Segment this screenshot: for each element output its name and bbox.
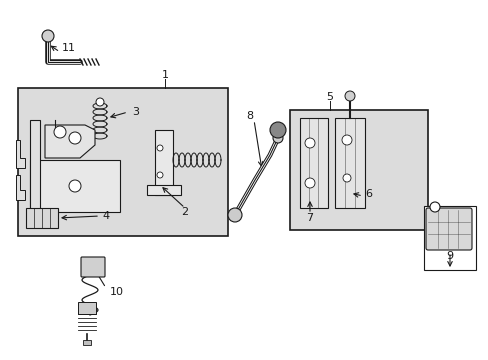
Bar — [26, 208, 58, 228]
Circle shape — [345, 91, 354, 101]
Circle shape — [157, 172, 163, 178]
Text: 6: 6 — [364, 189, 371, 199]
Circle shape — [69, 132, 81, 144]
Circle shape — [42, 30, 54, 42]
Circle shape — [305, 178, 314, 188]
Circle shape — [269, 122, 285, 138]
Bar — [18, 88, 227, 236]
Bar — [30, 120, 40, 212]
Circle shape — [305, 138, 314, 148]
Text: 4: 4 — [102, 211, 109, 221]
Bar — [299, 118, 327, 208]
Text: 10: 10 — [110, 287, 124, 297]
Bar — [289, 110, 427, 230]
Circle shape — [96, 98, 104, 106]
Circle shape — [341, 135, 351, 145]
Circle shape — [227, 208, 242, 222]
Text: 2: 2 — [181, 207, 188, 217]
Text: 9: 9 — [446, 251, 453, 261]
Text: 5: 5 — [326, 92, 333, 102]
Circle shape — [272, 133, 283, 143]
Circle shape — [69, 180, 81, 192]
Text: 1: 1 — [161, 70, 168, 80]
Polygon shape — [16, 175, 25, 200]
Circle shape — [157, 145, 163, 151]
Bar — [423, 206, 475, 270]
Text: 7: 7 — [306, 213, 313, 223]
Text: 3: 3 — [132, 107, 139, 117]
Bar — [83, 340, 91, 345]
Polygon shape — [16, 140, 25, 168]
Bar — [155, 130, 173, 195]
Bar — [334, 118, 364, 208]
Text: 11: 11 — [62, 43, 76, 53]
Circle shape — [429, 202, 439, 212]
FancyBboxPatch shape — [81, 257, 105, 277]
Text: 8: 8 — [246, 111, 253, 121]
Circle shape — [54, 126, 66, 138]
Polygon shape — [45, 125, 95, 158]
Bar — [147, 185, 181, 195]
FancyBboxPatch shape — [425, 208, 471, 250]
Bar — [30, 160, 120, 212]
Bar — [78, 302, 96, 314]
Circle shape — [342, 174, 350, 182]
